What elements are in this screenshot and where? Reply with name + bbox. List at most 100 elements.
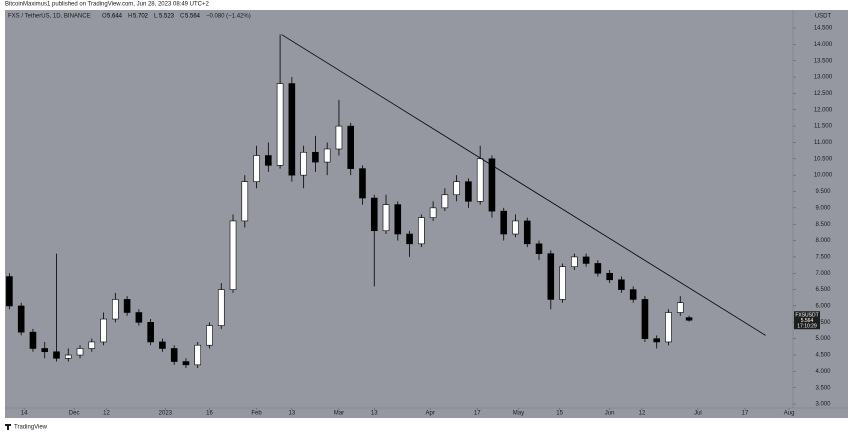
candle-body (547, 253, 555, 300)
candle-body (276, 83, 284, 166)
candle-body (159, 341, 166, 349)
candle-body (594, 263, 602, 274)
candle-body (217, 289, 225, 326)
candle-body (265, 155, 272, 166)
candle-body (53, 351, 60, 359)
candle-body (335, 125, 343, 150)
candle-body (370, 197, 378, 232)
candle-body (382, 204, 390, 232)
ohlc-value: 5.702 (133, 14, 149, 20)
candle-body (253, 155, 260, 182)
y-tick-label: 6.000 (815, 304, 831, 310)
candle-body (29, 331, 37, 349)
y-tick-label: 11.500 (814, 124, 833, 130)
candle-body (123, 299, 131, 313)
y-tick-label: 13.500 (814, 58, 833, 64)
ohlc-key: L (154, 14, 158, 20)
candle-body (300, 151, 307, 176)
y-tick-label: 14.500 (814, 26, 833, 32)
x-tick-label: Dec (69, 411, 80, 417)
y-tick-label: 9.500 (815, 189, 831, 195)
candle-body (194, 344, 202, 366)
footer-brand: TradingView (14, 425, 48, 431)
candle-body (571, 256, 578, 268)
y-tick-label: 3.000 (815, 402, 831, 408)
candle-body (629, 289, 637, 300)
candle-body (17, 305, 25, 333)
candle-body (229, 220, 237, 290)
y-tick-label: 14.000 (814, 42, 833, 48)
y-tick-label: 12.000 (814, 107, 833, 113)
candle-body (347, 125, 355, 169)
candle-body (170, 348, 178, 362)
y-unit: USDT (815, 14, 832, 20)
y-tick-label: 4.000 (815, 369, 831, 375)
candle-body (41, 348, 49, 353)
candle-body (88, 341, 96, 349)
x-tick-label: 13 (371, 411, 378, 417)
candle-body (206, 325, 213, 346)
trendline (281, 34, 766, 336)
candle-body (476, 158, 484, 202)
candle-body (523, 220, 531, 245)
ohlc-key: H (128, 14, 132, 20)
candle-body (406, 233, 413, 245)
chart-title: FXS / TetherUS, 1D, BINANCE (8, 14, 91, 20)
y-tick-label: 13.000 (814, 75, 833, 81)
y-tick-label: 4.500 (815, 353, 831, 359)
x-tick-label: Aug (784, 411, 795, 417)
x-tick-label: 16 (206, 411, 213, 417)
y-tick-label: 3.500 (815, 385, 831, 391)
candle-body (676, 302, 684, 313)
candle-body (418, 217, 425, 245)
price-value: 5.564 (801, 318, 814, 324)
candle-body (288, 83, 296, 176)
x-tick-label: 2023 (159, 411, 173, 417)
candle-body (100, 318, 107, 343)
plot-background (5, 10, 848, 418)
candle-body (685, 317, 693, 321)
ohlc-key: C (180, 14, 185, 20)
candle-body (147, 322, 154, 343)
price-countdown: 17:10:29 (797, 324, 817, 330)
candle-body (653, 338, 661, 343)
candle-body (488, 158, 496, 212)
x-tick-label: Jul (694, 411, 702, 417)
x-tick-label: 17 (742, 411, 749, 417)
ohlc-value: 5.523 (159, 14, 175, 20)
ohlc-readout: O 5.644 H 5.702 L 5.523 C 5.564 −0.080 (−1.42%) (102, 14, 251, 20)
candle-body (359, 168, 366, 199)
y-tick-label: 8.000 (815, 238, 831, 244)
candle-body (582, 256, 590, 264)
x-tick-label: Feb (251, 411, 262, 417)
x-tick-label: May (513, 411, 524, 417)
candle-body (312, 151, 319, 163)
candle-body (64, 354, 72, 359)
price-tag (794, 311, 820, 330)
candle-body (453, 181, 460, 196)
x-tick-label: Jun (605, 411, 615, 417)
y-tick-label: 7.000 (815, 271, 831, 277)
y-tick-label: 9.000 (815, 205, 831, 211)
candle-body (135, 312, 143, 323)
y-tick-label: 10.500 (814, 156, 833, 162)
candle-body (559, 266, 566, 300)
ohlc-key: O (102, 14, 107, 20)
brand-logo (5, 424, 11, 430)
y-tick-label: 12.500 (814, 91, 833, 97)
candle-body (465, 181, 472, 202)
x-tick-label: 15 (556, 411, 563, 417)
price-symbol: FXSUSDT (795, 313, 818, 319)
candle-body (429, 207, 437, 218)
candle-body (76, 348, 84, 356)
candle-body (641, 299, 649, 339)
candle-body (665, 312, 672, 343)
candle-body (606, 272, 613, 281)
candle-body (535, 243, 543, 254)
candle-body (394, 204, 402, 235)
y-tick-label: 5.500 (815, 320, 831, 326)
candle-body (323, 148, 331, 163)
candle-body (441, 194, 449, 209)
x-tick-label: 17 (474, 411, 481, 417)
y-tick-label: 11.000 (814, 140, 833, 146)
